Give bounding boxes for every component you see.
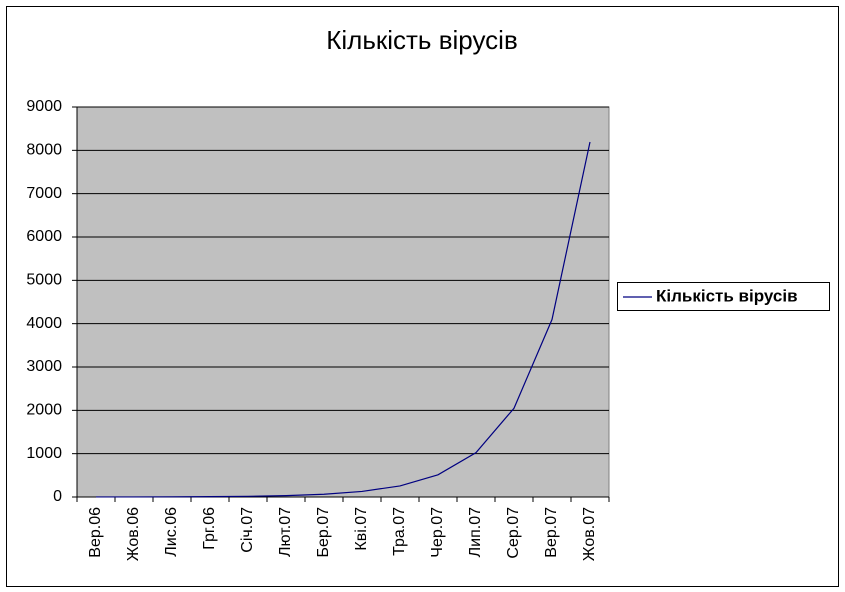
x-tick-label: Тра.07 [391,507,408,556]
y-tick-label: 1000 [26,445,62,462]
x-tick-label: Вер.06 [87,507,104,558]
x-tick-label: Жов.06 [125,507,142,561]
y-tick-label: 7000 [26,185,62,202]
y-tick-label: 2000 [26,402,62,419]
x-tick-label: Кві.07 [353,507,370,551]
x-tick-label: Жов.07 [581,507,598,561]
y-tick-label: 3000 [26,358,62,375]
y-tick-label: 4000 [26,315,62,332]
y-tick-label: 0 [53,488,62,505]
plot-area [76,106,610,498]
y-tick-label: 6000 [26,228,62,245]
series-line [95,141,591,498]
x-tick-label: Вер.07 [543,507,560,558]
y-tick-label: 8000 [26,142,62,159]
legend-box [617,282,830,311]
x-tick-label: Чер.07 [429,507,446,558]
x-tick-label: Лип.07 [467,507,484,557]
y-tick-label: 9000 [26,98,62,115]
x-tick-label: Січ.07 [239,507,256,553]
x-tick-label: Бер.07 [315,507,332,558]
chart-title: Кількість вірусів [326,25,518,55]
x-tick-label: Лют.07 [277,507,294,557]
x-tick-label: Грг.06 [201,507,218,550]
y-tick-label: 5000 [26,272,62,289]
legend-label: Кількість вірусів [656,286,798,305]
x-tick-label: Сер.07 [505,507,522,559]
x-tick-label: Лис.06 [163,507,180,557]
